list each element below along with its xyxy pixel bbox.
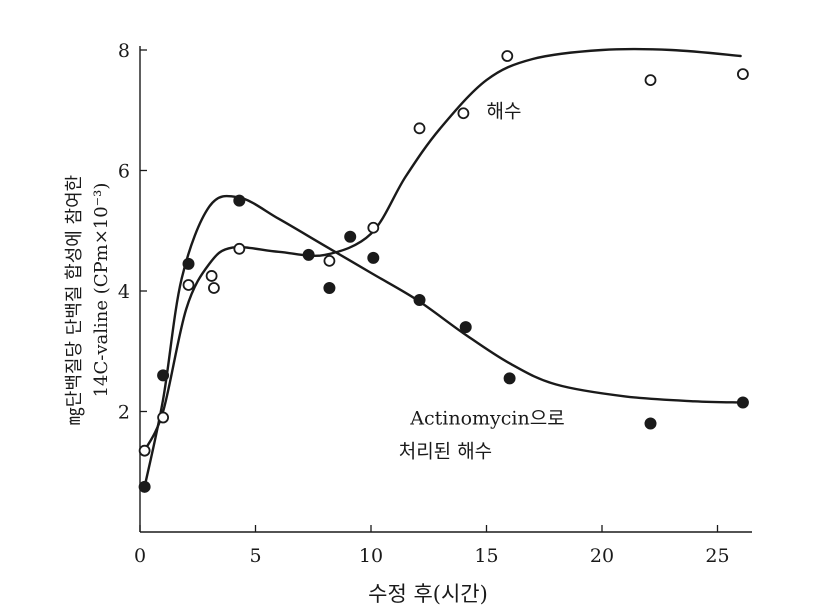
y-axis-label-line1: ㎎단백질당 단백질 합성에 참여한 [64, 175, 85, 425]
data-point-open [413, 122, 426, 135]
data-point-filled [644, 417, 657, 430]
fit-curve-open [143, 47, 742, 452]
data-point-filled [459, 321, 472, 334]
data-point-filled [302, 248, 315, 261]
data-point-open [157, 411, 170, 424]
x-tick-label: 20 [590, 545, 614, 567]
data-point-open [208, 282, 220, 294]
data-point-filled [503, 372, 516, 385]
x-tick-label: 0 [134, 545, 146, 567]
data-point-filled [367, 251, 380, 264]
x-tick-label: 25 [705, 545, 729, 567]
data-point-filled [233, 194, 246, 207]
fit-curve-filled [143, 194, 742, 488]
annotation-label: 처리된 해수 [399, 441, 492, 463]
data-point-filled [157, 369, 170, 382]
data-point-open [182, 279, 195, 291]
data-point-open [457, 107, 470, 120]
data-point-filled [323, 281, 336, 294]
annotation-label: 해수 [487, 100, 522, 122]
data-point-open [233, 242, 246, 255]
data-points [138, 50, 749, 493]
data-point-open [501, 50, 514, 62]
data-point-open [737, 68, 749, 80]
y-tick-label: 2 [118, 402, 130, 424]
x-tick-label: 5 [249, 545, 261, 567]
data-point-filled [138, 480, 151, 493]
x-tick-label: 15 [474, 545, 498, 567]
y-tick-label: 8 [118, 40, 130, 62]
annotation-label: Actinomycin으로 [409, 408, 564, 430]
y-tick-label: 4 [118, 281, 130, 303]
data-point-filled [736, 396, 749, 409]
data-point-open [323, 254, 336, 267]
x-axis-label: 수정 후(시간) [368, 582, 488, 606]
axes: 0 5 10 15 20 25 2 4 6 8 [118, 40, 752, 567]
y-axis-label-line2: 14C-valine (CPm×10⁻³) [91, 183, 112, 398]
y-tick-label: 6 [118, 161, 130, 183]
curves [143, 47, 742, 488]
data-point-open [367, 221, 380, 234]
data-point-open [644, 74, 657, 87]
x-tick-label: 10 [359, 545, 383, 567]
data-point-open [138, 444, 151, 457]
data-point-open [205, 270, 218, 282]
data-point-filled [182, 257, 195, 270]
data-point-filled [413, 294, 426, 307]
data-point-filled [344, 230, 357, 243]
